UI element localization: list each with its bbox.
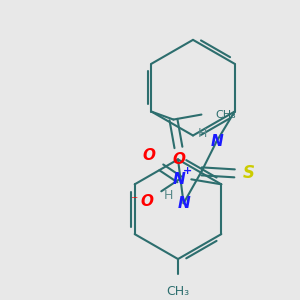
Text: O: O <box>173 152 186 167</box>
Text: CH₃: CH₃ <box>167 285 190 298</box>
Text: N: N <box>173 172 186 187</box>
Text: CH₃: CH₃ <box>215 110 236 120</box>
Text: N: N <box>210 134 223 149</box>
Text: O: O <box>141 194 154 209</box>
Text: ⁻: ⁻ <box>130 194 137 208</box>
Text: +: + <box>183 167 192 176</box>
Text: O: O <box>143 148 156 163</box>
Text: S: S <box>243 164 255 182</box>
Text: H: H <box>198 127 207 140</box>
Text: N: N <box>177 196 190 211</box>
Text: H: H <box>164 189 173 202</box>
